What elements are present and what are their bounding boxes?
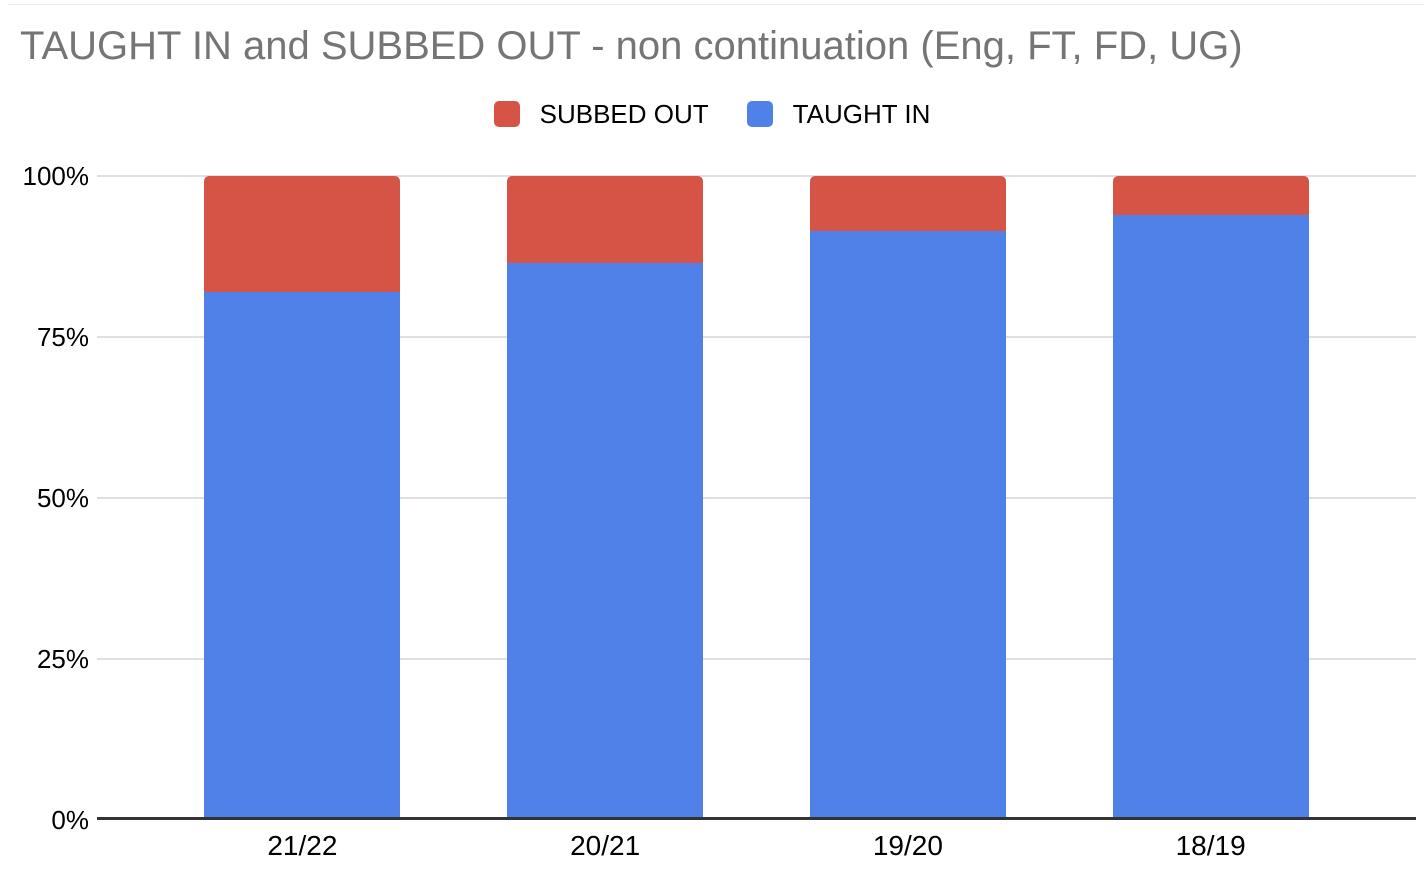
stacked-bar-21/22 xyxy=(204,176,401,820)
x-axis-line xyxy=(97,817,1416,820)
x-tick-label-18/19: 18/19 xyxy=(1175,830,1246,861)
gridline-100 xyxy=(97,175,1416,177)
y-tick-label-0: 0% xyxy=(51,805,89,835)
chart-title: TAUGHT IN and SUBBED OUT - non continuat… xyxy=(20,24,1243,68)
legend-label-taught-in: TAUGHT IN xyxy=(792,99,931,129)
bar-segment-subbed-out-20/21[interactable] xyxy=(507,176,704,263)
gridline-50 xyxy=(97,497,1416,499)
bar-segment-subbed-out-21/22[interactable] xyxy=(204,176,401,292)
chart-legend: SUBBED OUT TAUGHT IN xyxy=(0,101,1424,127)
bar-group-20/21 xyxy=(454,176,757,820)
x-tick-label-19/20: 19/20 xyxy=(872,830,943,861)
bar-segment-subbed-out-19/20[interactable] xyxy=(809,176,1006,231)
bar-group-18/19 xyxy=(1059,176,1362,820)
bar-group-19/20 xyxy=(757,176,1060,820)
y-axis-labels: 100% 75% 50% 25% 0% xyxy=(0,163,90,833)
plot-area xyxy=(97,175,1416,820)
y-tick-label-75: 75% xyxy=(36,322,89,352)
legend-item-taught-in[interactable]: TAUGHT IN xyxy=(746,99,931,129)
bar-group-21/22 xyxy=(151,176,454,820)
bar-segment-taught-in-19/20[interactable] xyxy=(809,230,1006,820)
legend-label-subbed-out: SUBBED OUT xyxy=(539,99,709,129)
top-divider xyxy=(8,4,1424,5)
y-tick-label-100: 100% xyxy=(22,161,90,191)
bar-segment-taught-in-18/19[interactable] xyxy=(1112,214,1309,820)
x-tick-label-20/21: 20/21 xyxy=(570,830,641,861)
y-tick-label-25: 25% xyxy=(36,644,89,674)
bars-region xyxy=(151,176,1362,820)
stacked-bar-20/21 xyxy=(507,176,704,820)
x-axis-labels: 21/22 20/21 19/20 18/19 xyxy=(151,830,1362,862)
legend-swatch-taught-in-icon xyxy=(746,101,773,127)
bar-segment-taught-in-20/21[interactable] xyxy=(507,262,704,820)
legend-item-subbed-out[interactable]: SUBBED OUT xyxy=(493,99,709,129)
bar-segment-subbed-out-18/19[interactable] xyxy=(1112,176,1309,215)
stacked-bar-18/19 xyxy=(1112,176,1309,820)
y-tick-label-50: 50% xyxy=(36,483,89,513)
stacked-bar-19/20 xyxy=(809,176,1006,820)
gridline-25 xyxy=(97,658,1416,660)
bar-segment-taught-in-21/22[interactable] xyxy=(204,291,401,820)
gridline-75 xyxy=(97,336,1416,338)
legend-swatch-subbed-out-icon xyxy=(493,101,520,127)
x-tick-label-21/22: 21/22 xyxy=(267,830,338,861)
